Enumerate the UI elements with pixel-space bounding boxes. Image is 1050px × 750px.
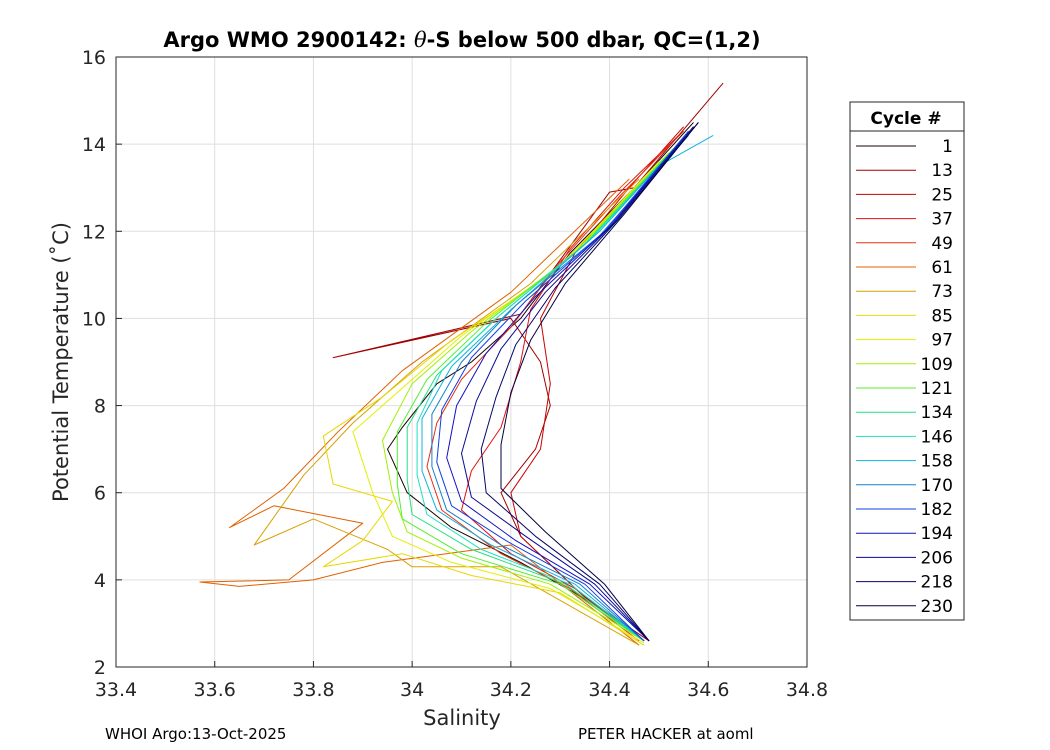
legend-label-73: 73	[931, 282, 953, 302]
legend-label-206: 206	[921, 548, 953, 568]
series-line-cycle-146	[416, 139, 684, 642]
legend-label-182: 182	[921, 500, 953, 520]
legend-title: Cycle #	[870, 109, 941, 129]
legend-label-194: 194	[921, 524, 953, 544]
x-tick-label: 33.4	[95, 679, 137, 701]
legend-label-134: 134	[921, 403, 953, 423]
legend-label-170: 170	[921, 476, 953, 496]
legend-label-158: 158	[921, 452, 953, 472]
legend-label-61: 61	[931, 258, 953, 278]
series-line-cycle-97	[352, 161, 660, 644]
x-tick-label: 34.4	[588, 679, 630, 701]
y-axis-label: Potential Temperature (˚C)	[49, 222, 73, 502]
x-tick-label: 33.8	[292, 679, 334, 701]
footer-right: PETER HACKER at aoml	[578, 725, 754, 743]
series-lines	[199, 82, 724, 646]
ticks: 33.4 33.6 33.8 34 34.2 34.4 34.6 34.8 2 4 6 8 10 12 14…	[82, 47, 828, 701]
legend-label-49: 49	[931, 234, 953, 254]
legend-label-37: 37	[931, 210, 953, 230]
legend: Cycle # 1 13 25 37 49 61 73 85 97 109 121 134 146 158…	[849, 101, 965, 621]
chart-title: Argo WMO 2900142: θ-S below 500 dbar, QC…	[163, 28, 760, 52]
x-tick-label: 34.8	[786, 679, 828, 701]
plot-area: 33.4 33.6 33.8 34 34.2 34.4 34.6 34.8 2 4 6 8 10 12 14…	[82, 47, 828, 701]
y-tick-label: 14	[82, 134, 106, 156]
footer-left: WHOI Argo:13-Oct-2025	[105, 725, 287, 743]
legend-label-97: 97	[931, 331, 953, 351]
x-tick-label: 33.6	[194, 679, 236, 701]
legend-label-121: 121	[921, 379, 953, 399]
series-line-cycle-218	[480, 122, 699, 642]
series-line-cycle-230	[500, 122, 699, 642]
legend-label-109: 109	[921, 355, 953, 375]
y-tick-label: 8	[94, 396, 106, 418]
x-tick-label: 34.2	[490, 679, 532, 701]
series-line-cycle-61	[199, 178, 640, 646]
series-line-cycle-170	[431, 135, 689, 642]
series-line-cycle-194	[446, 126, 694, 642]
series-line-cycle-49	[426, 130, 684, 642]
legend-label-13: 13	[931, 161, 953, 181]
x-tick-label: 34	[400, 679, 424, 701]
legend-label-85: 85	[931, 306, 953, 326]
legend-label-25: 25	[931, 185, 953, 205]
y-tick-label: 16	[82, 47, 106, 69]
series-line-cycle-109	[382, 152, 670, 642]
legend-label-230: 230	[921, 597, 953, 617]
legend-label-1: 1	[942, 137, 953, 157]
y-tick-label: 6	[94, 483, 106, 505]
y-tick-label: 10	[82, 308, 106, 330]
plot-frame	[115, 56, 808, 668]
series-line-cycle-158	[421, 134, 714, 642]
series-line-cycle-182	[436, 130, 689, 642]
y-tick-label: 2	[94, 657, 106, 679]
x-tick-label: 34.6	[687, 679, 729, 701]
y-tick-label: 12	[82, 221, 106, 243]
series-line-cycle-121	[396, 148, 675, 642]
series-line-cycle-1	[387, 122, 694, 642]
legend-entries: 1 13 25 37 49 61 73 85 97 109 121 134 146 158 170 182 19…	[856, 137, 953, 617]
legend-label-146: 146	[921, 427, 953, 447]
series-line-cycle-85	[322, 174, 650, 646]
x-axis-label: Salinity	[423, 706, 501, 730]
legend-label-218: 218	[921, 573, 953, 593]
y-tick-label: 4	[94, 570, 106, 592]
series-line-cycle-206	[461, 126, 694, 642]
